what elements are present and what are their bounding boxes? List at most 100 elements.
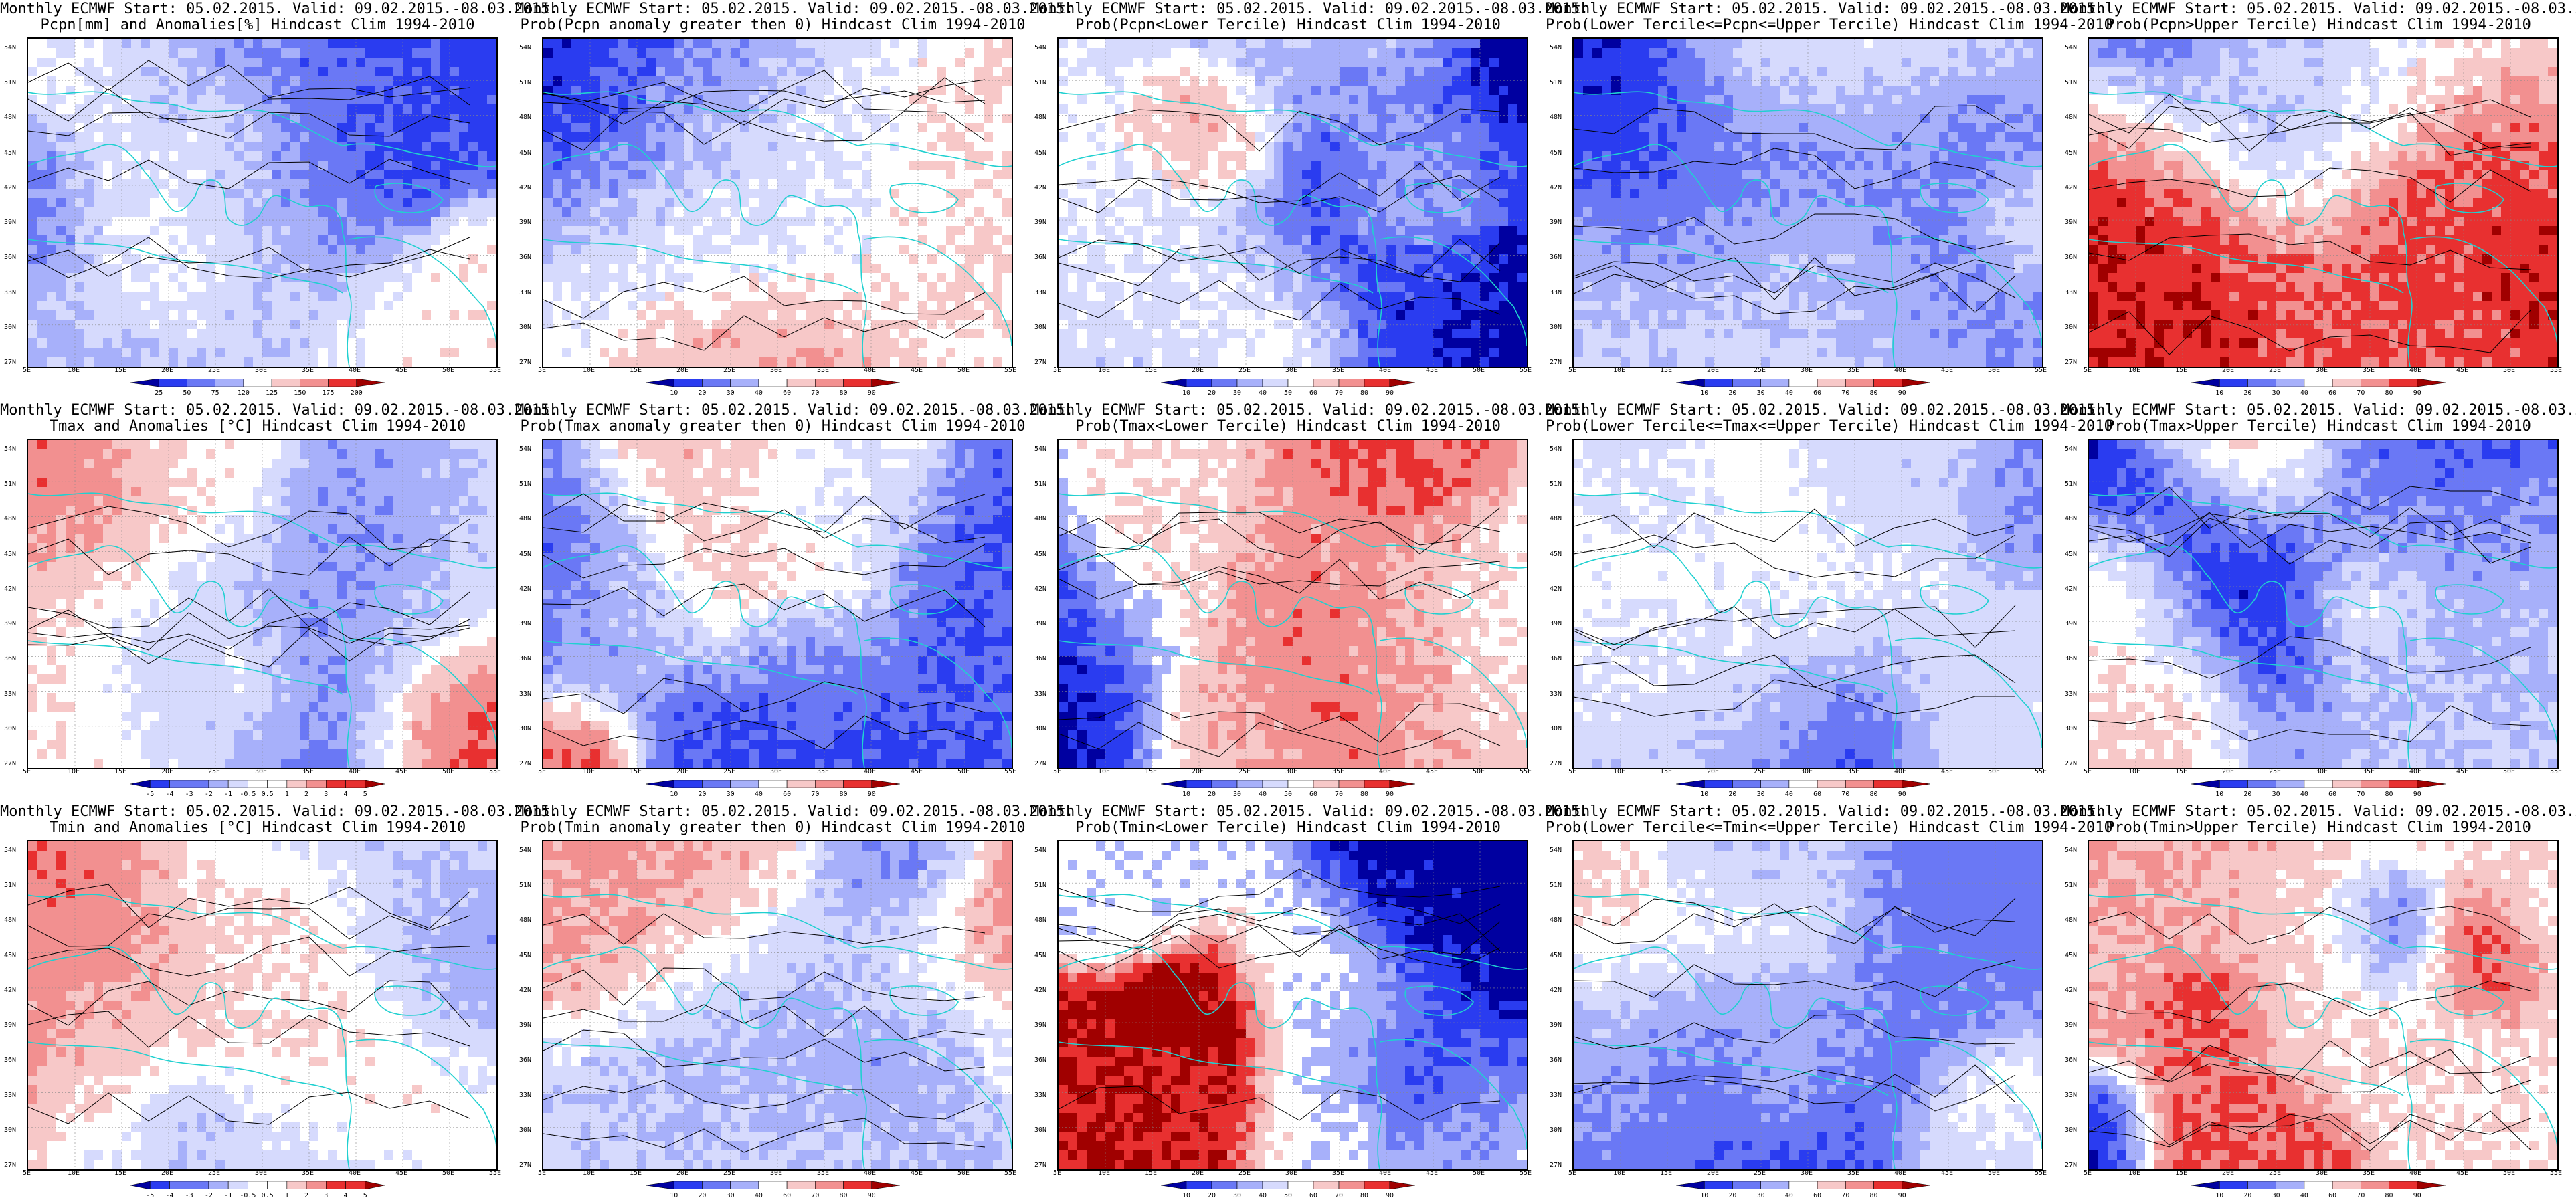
lat-tick-label: 42N xyxy=(1550,987,1562,994)
lon-tick-label: 45E xyxy=(2456,1169,2468,1177)
colorbar-tick-label: 70 xyxy=(811,1192,819,1199)
lon-tick-label: 35E xyxy=(2363,367,2375,374)
lat-tick-label: 48N xyxy=(4,916,16,924)
lat-tick-label: 42N xyxy=(4,585,16,593)
lat-tick-label: 51N xyxy=(2065,79,2077,86)
colorbar-tick-label: 40 xyxy=(755,1192,763,1199)
lon-tick-label: 15E xyxy=(630,367,642,374)
colorbar-tick-label: 60 xyxy=(1309,389,1317,397)
lon-tick-label: 55E xyxy=(489,1169,501,1177)
colorbar xyxy=(1676,780,1930,788)
colorbar-tick-label: 30 xyxy=(727,791,735,798)
lat-tick-label: 36N xyxy=(1034,1056,1046,1064)
colorbar-tick-label: 20 xyxy=(1208,1192,1216,1199)
lat-tick-label: 39N xyxy=(519,1021,531,1029)
colorbar-tick-label: 30 xyxy=(2272,791,2280,798)
lat-tick-label: 51N xyxy=(2065,882,2077,889)
lat-tick-label: 39N xyxy=(1550,620,1562,627)
colorbar-tick-label: 5 xyxy=(363,1192,367,1199)
lon-tick-label: 55E xyxy=(1520,768,1532,775)
map-panel: Monthly ECMWF Start: 05.02.2015. Valid: … xyxy=(1030,401,1588,803)
lat-tick-label: 27N xyxy=(1550,760,1562,767)
forecast-map xyxy=(1572,37,2043,368)
lat-tick-label: 48N xyxy=(4,114,16,121)
lat-tick-label: 54N xyxy=(2065,847,2077,854)
lon-tick-label: 20E xyxy=(1192,768,1204,775)
colorbar-tick-label: 80 xyxy=(1360,1192,1368,1199)
colorbar-tick-label: 20 xyxy=(698,1192,706,1199)
lon-tick-label: 15E xyxy=(2175,1169,2187,1177)
colorbar-tick-label: 40 xyxy=(755,389,763,397)
map-panel: Monthly ECMWF Start: 05.02.2015. Valid: … xyxy=(1546,401,2113,803)
lon-tick-label: 45E xyxy=(1426,1169,1438,1177)
colorbar-tick-label: 10 xyxy=(2215,791,2223,798)
lon-tick-label: 50E xyxy=(1988,768,2000,775)
lat-tick-label: 36N xyxy=(519,254,531,261)
lat-tick-label: 48N xyxy=(1034,114,1046,121)
panel-title-line1: Monthly ECMWF Start: 05.02.2015. Valid: … xyxy=(1030,1,1588,17)
lat-tick-label: 33N xyxy=(1550,289,1562,296)
lon-tick-label: 30E xyxy=(2316,367,2328,374)
panel-title-line2: Tmax and Anomalies [°C] Hindcast Clim 19… xyxy=(0,419,515,435)
lon-tick-label: 35E xyxy=(1847,1169,1859,1177)
colorbar xyxy=(1161,379,1415,387)
colorbar-tick-label: 125 xyxy=(266,389,278,397)
lat-tick-label: 39N xyxy=(1550,1021,1562,1029)
lat-tick-label: 30N xyxy=(2065,725,2077,732)
lat-tick-label: 54N xyxy=(519,445,531,453)
colorbar-tick-label: 40 xyxy=(1259,1192,1267,1199)
colorbar-tick-label: 60 xyxy=(2328,791,2336,798)
lon-tick-label: 20E xyxy=(1707,768,1719,775)
lon-tick-label: 25E xyxy=(723,1169,735,1177)
lat-tick-label: 36N xyxy=(4,655,16,662)
lat-tick-label: 54N xyxy=(2065,445,2077,453)
lat-tick-label: 36N xyxy=(519,655,531,662)
lon-tick-label: 40E xyxy=(1379,367,1391,374)
lon-tick-label: 55E xyxy=(2035,367,2047,374)
lat-tick-label: 36N xyxy=(4,254,16,261)
lat-tick-label: 51N xyxy=(519,480,531,488)
lat-tick-label: 48N xyxy=(519,114,531,121)
lon-tick-label: 35E xyxy=(2363,1169,2375,1177)
colorbar-tick-label: 25 xyxy=(155,389,163,397)
lon-tick-label: 20E xyxy=(161,1169,173,1177)
panel-title-line1: Monthly ECMWF Start: 05.02.2015. Valid: … xyxy=(2061,1,2576,17)
lon-tick-label: 45E xyxy=(1426,367,1438,374)
map-panel: Monthly ECMWF Start: 05.02.2015. Valid: … xyxy=(0,401,558,803)
lon-tick-label: 40E xyxy=(1894,1169,1906,1177)
lon-tick-label: 25E xyxy=(208,367,220,374)
lat-tick-label: 45N xyxy=(1550,952,1562,959)
colorbar-tick-label: 90 xyxy=(1898,1192,1906,1199)
colorbar-tick-label: 30 xyxy=(1233,1192,1241,1199)
lon-tick-label: 40E xyxy=(1894,768,1906,775)
colorbar xyxy=(1161,780,1415,788)
colorbar-tick-label: 50 xyxy=(183,389,191,397)
lon-tick-label: 35E xyxy=(2363,768,2375,775)
lat-tick-label: 51N xyxy=(1550,480,1562,488)
colorbar-tick-label: 2 xyxy=(304,791,308,798)
colorbar-tick-label: -4 xyxy=(165,1192,173,1199)
lon-tick-label: 30E xyxy=(1285,768,1297,775)
lon-tick-label: 5E xyxy=(1568,768,1576,775)
lat-tick-label: 42N xyxy=(519,585,531,593)
lon-tick-label: 40E xyxy=(2409,1169,2421,1177)
colorbar-tick-label: 90 xyxy=(1386,1192,1394,1199)
colorbar-tick-label: 0.5 xyxy=(262,1192,274,1199)
lon-tick-label: 55E xyxy=(2550,1169,2562,1177)
lat-tick-label: 42N xyxy=(2065,987,2077,994)
colorbar-tick-label: 70 xyxy=(811,791,819,798)
lat-tick-label: 27N xyxy=(1550,359,1562,366)
lon-tick-label: 55E xyxy=(1520,367,1532,374)
lon-tick-label: 45E xyxy=(911,768,923,775)
lat-tick-label: 39N xyxy=(1034,1021,1046,1029)
colorbar-tick-label: 40 xyxy=(1785,389,1793,397)
forecast-map xyxy=(27,37,498,368)
colorbar-tick-label: 175 xyxy=(323,389,335,397)
panel-title-line2: Prob(Tmax anomaly greater then 0) Hindca… xyxy=(515,419,1030,435)
lat-tick-label: 36N xyxy=(2065,1056,2077,1064)
colorbar-tick-label: 30 xyxy=(1233,389,1241,397)
lat-tick-label: 42N xyxy=(1034,987,1046,994)
panel-title-line1: Monthly ECMWF Start: 05.02.2015. Valid: … xyxy=(1546,804,2104,820)
forecast-map xyxy=(1057,37,1528,368)
lat-tick-label: 36N xyxy=(1550,655,1562,662)
